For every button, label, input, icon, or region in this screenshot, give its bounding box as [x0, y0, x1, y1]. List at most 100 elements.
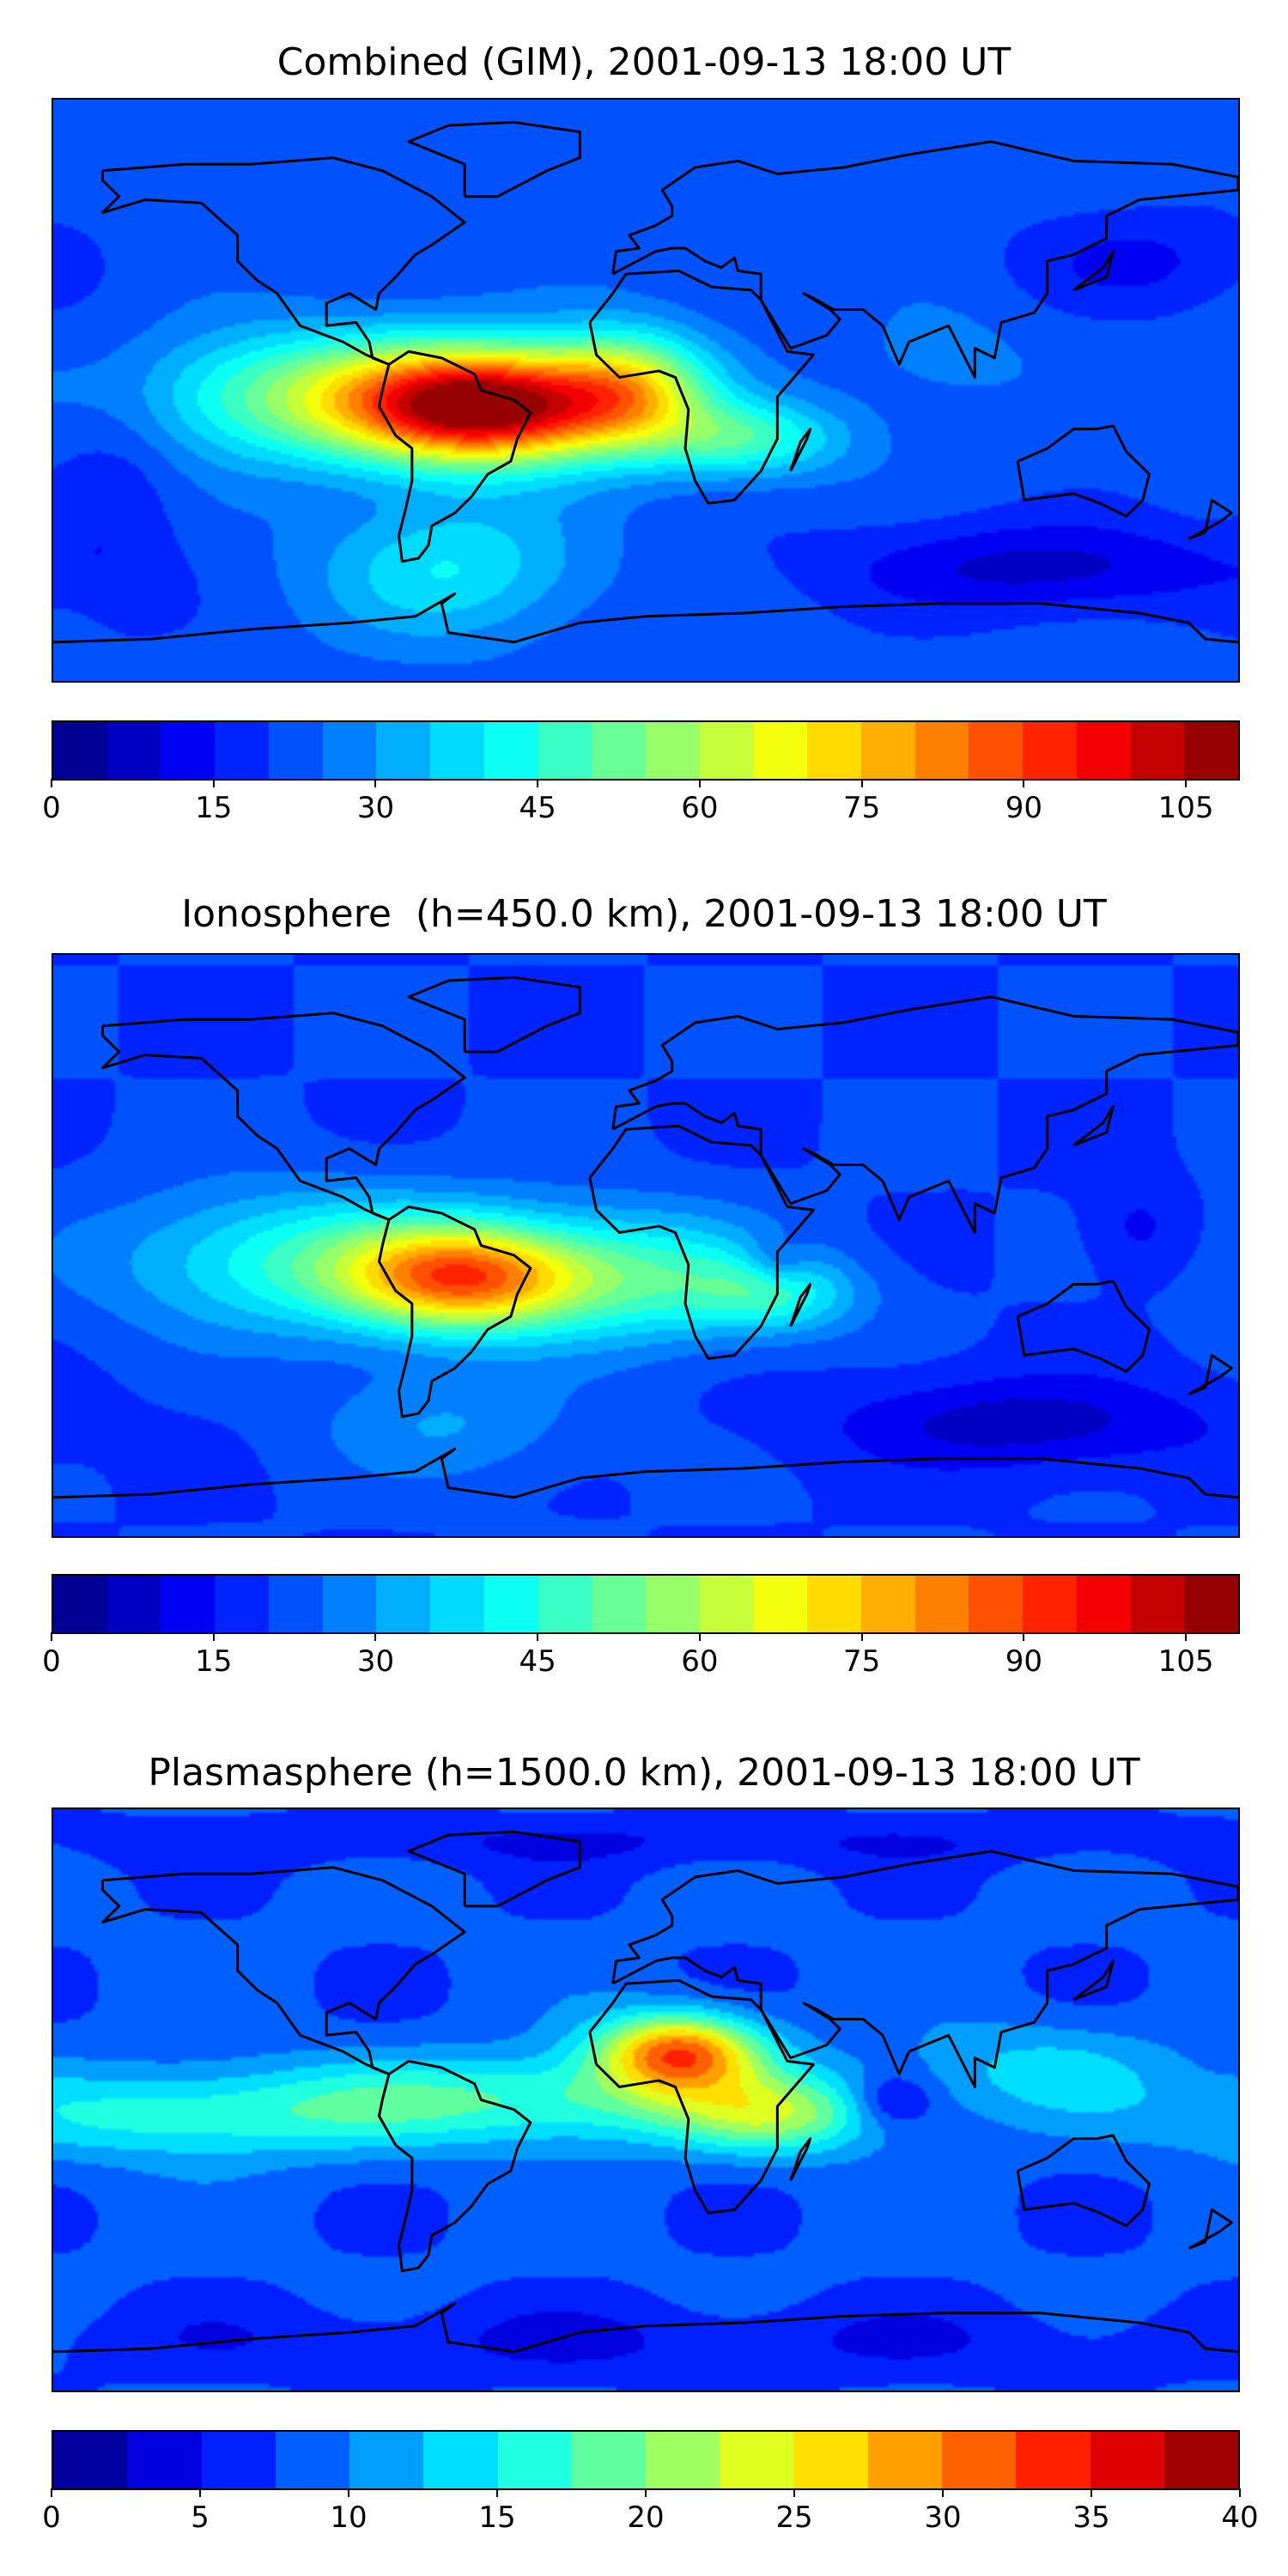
colorbar-tick: [51, 779, 52, 787]
colorbar-segment: [1016, 2432, 1091, 2488]
colorbar-segment: [914, 1576, 969, 1632]
coastline: [1016, 2134, 1151, 2227]
colorbar-tick: [496, 2488, 498, 2497]
colorbar-tick: [199, 2488, 201, 2497]
colorbar-segment: [646, 1576, 700, 1632]
colorbar-tick-label: 0: [42, 2500, 61, 2535]
colorbar-tick: [1239, 2488, 1241, 2497]
colorbar-tick: [1023, 1632, 1025, 1641]
colorbar-segment: [1076, 1576, 1131, 1632]
colorbar-segment: [322, 722, 377, 779]
colorbar-segment: [161, 1576, 216, 1632]
colorbar-segment: [106, 1576, 161, 1632]
colorbar-tick: [51, 1632, 52, 1641]
colorbar-segment: [793, 2432, 868, 2488]
colorbar-tick: [645, 2488, 647, 2497]
colorbar-segment: [1184, 1576, 1239, 1632]
colorbar-segment: [1076, 722, 1131, 779]
coastline: [588, 1978, 815, 2215]
colorbar-tick: [348, 2488, 349, 2497]
colorbar-tick: [374, 779, 377, 787]
colorbar-tick: [942, 2488, 944, 2497]
colorbar-segment: [483, 722, 538, 779]
colorbar-tick-label: 105: [1157, 1644, 1214, 1679]
colorbar-tick: [537, 779, 539, 787]
coastline: [611, 140, 1238, 379]
map-title-combined: Combined (GIM), 2001-09-13 18:00 UT: [276, 40, 1012, 84]
colorbar-tick-label: 75: [842, 1644, 881, 1679]
coastlines-ionosphere: [53, 975, 1238, 1499]
colorbar-segment: [861, 722, 915, 779]
coastline: [611, 995, 1238, 1234]
colorbar-tick-label: 30: [924, 2500, 962, 2535]
coastline: [789, 428, 812, 472]
map-combined: [52, 98, 1240, 683]
colorbar-segment: [322, 1576, 377, 1632]
coastline: [378, 2059, 532, 2273]
colorbar-segment: [1090, 2432, 1164, 2488]
coastline: [53, 592, 1238, 644]
coastline: [101, 156, 466, 366]
coastline: [407, 975, 581, 1054]
colorbar-tick-label: 20: [627, 2500, 665, 2535]
colorbar-tick-label: 0: [42, 1644, 61, 1679]
colorbar-tick-label: 45: [519, 1644, 556, 1679]
colorbar-segment: [1163, 2432, 1238, 2488]
colorbar-tick-label: 60: [681, 1644, 719, 1679]
coastline: [1016, 424, 1151, 518]
colorbar-segment: [720, 2432, 794, 2488]
colorbar-segment: [646, 722, 700, 779]
colorbar-segment: [914, 722, 969, 779]
colorbar-segment: [861, 1576, 915, 1632]
colorbar-segment: [1130, 722, 1185, 779]
colorbar-tick-label: 15: [195, 791, 233, 825]
colorbar-ionosphere: [52, 1574, 1240, 1634]
colorbar-segment: [430, 1576, 484, 1632]
coastlines-combined: [53, 120, 1238, 644]
coastline: [407, 1830, 581, 1908]
colorbar-tick-label: 10: [330, 2500, 368, 2535]
colorbar-segment: [969, 1576, 1024, 1632]
colorbar-tick-label: 60: [681, 791, 719, 825]
colorbar-segment: [699, 1576, 754, 1632]
colorbar-tick-label: 0: [42, 791, 61, 825]
colorbar-tick: [793, 2488, 795, 2497]
coastline: [378, 349, 532, 563]
colorbar-segment: [268, 1576, 323, 1632]
colorbar-tick-label: 90: [1005, 1644, 1042, 1679]
colorbar-segment: [497, 2432, 572, 2488]
colorbar-tick: [212, 1632, 215, 1641]
colorbar-segment: [753, 722, 808, 779]
colorbar-tick: [212, 779, 215, 787]
colorbar-tick: [1091, 2488, 1092, 2497]
colorbar-segment: [538, 1576, 592, 1632]
colorbar-segment: [161, 722, 216, 779]
coastline: [378, 1205, 532, 1419]
colorbar-segment: [1023, 722, 1077, 779]
coastline: [1072, 1105, 1115, 1147]
colorbar-segment: [807, 722, 862, 779]
colorbar-segment: [430, 722, 484, 779]
colorbar-segment: [699, 722, 754, 779]
colorbar-tick: [860, 779, 863, 787]
colorbar-segment: [106, 722, 161, 779]
coastline: [1188, 1353, 1233, 1395]
colorbar-segment: [215, 1576, 269, 1632]
colorbar-segment: [1023, 1576, 1077, 1632]
colorbar-segment: [376, 1576, 431, 1632]
colorbar-tick: [1185, 779, 1188, 787]
coastline: [1188, 498, 1233, 540]
colorbar-segment: [483, 1576, 538, 1632]
colorbar-segment: [1184, 722, 1239, 779]
colorbar-segment: [53, 722, 107, 779]
tec-field-plasmasphere: [53, 1809, 1238, 2391]
map-ionosphere: [52, 953, 1240, 1538]
colorbar-tick: [51, 2488, 52, 2497]
coastline: [588, 1124, 815, 1360]
colorbar-tick-label: 15: [478, 2500, 516, 2535]
tec-field-combined: [53, 100, 1238, 681]
coastline: [407, 120, 581, 198]
colorbar-tick: [860, 1632, 863, 1641]
colorbar-tick-label: 15: [195, 1644, 233, 1679]
colorbar-tick: [1023, 779, 1025, 787]
